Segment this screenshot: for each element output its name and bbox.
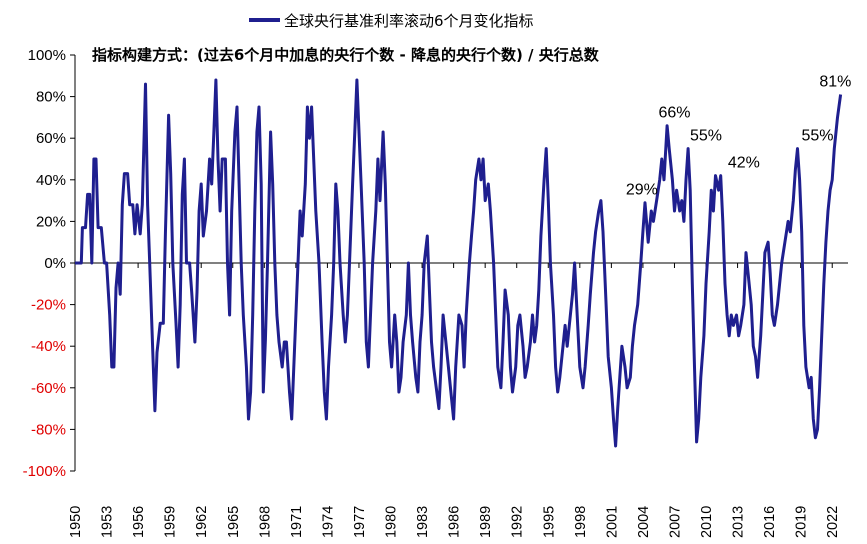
x-tick-label: 2010: [699, 506, 715, 538]
series-layer: [75, 78, 843, 448]
y-tick-label: -100%: [23, 463, 66, 480]
series-line: [75, 78, 843, 448]
annotation-label: 55%: [801, 128, 833, 145]
x-tick-label: 1956: [131, 506, 147, 538]
annotation-label: 42%: [728, 155, 760, 172]
x-tick-label: 1962: [194, 506, 210, 538]
x-tick-label: 1989: [478, 506, 494, 538]
y-tick-label: 60%: [36, 130, 66, 147]
x-tick-label: 2016: [762, 506, 778, 538]
axes: [70, 54, 848, 472]
y-tick-label: 100%: [28, 47, 66, 64]
x-tick-label: 2001: [604, 506, 620, 538]
x-tick-label: 1968: [257, 506, 273, 538]
y-tick-label: 0%: [44, 255, 66, 272]
x-tick-label: 1971: [289, 506, 305, 538]
x-tick-label: 1950: [68, 506, 84, 538]
y-axis-tick-labels: 100% 80% 60% 40% 20% 0% -20% -40% -60% -80% -100%: [23, 47, 66, 480]
x-tick-label: 1959: [163, 506, 179, 538]
y-tick-label: -20%: [31, 297, 66, 314]
x-tick-label: 2022: [825, 506, 841, 538]
x-tick-label: 2013: [731, 506, 747, 538]
y-tick-label: 20%: [36, 213, 66, 230]
x-tick-label: 1986: [447, 506, 463, 538]
annotation-label: 66%: [658, 105, 690, 122]
y-tick-label: 80%: [36, 89, 66, 106]
annotations: 29%66%55%42%55%81%: [626, 74, 852, 199]
x-tick-label: 1983: [415, 506, 431, 538]
x-tick-label: 1974: [320, 506, 336, 538]
annotation-label: 81%: [819, 74, 851, 91]
annotation-label: 55%: [690, 128, 722, 145]
x-tick-label: 1965: [226, 506, 242, 538]
x-tick-label: 1992: [510, 506, 526, 538]
x-tick-label: 2007: [667, 506, 683, 538]
x-tick-label: 1977: [352, 506, 368, 538]
x-axis-tick-labels: 1950 1953 1956 1959 1962 1965 1968 1971 1974 1977…: [68, 506, 841, 538]
y-tick-label: -60%: [31, 380, 66, 397]
legend-label: 全球央行基准利率滚动6个月变化指标: [284, 12, 534, 30]
x-tick-label: 1995: [541, 506, 557, 538]
x-tick-label: 1998: [573, 506, 589, 538]
x-tick-label: 1980: [384, 506, 400, 538]
x-tick-label: 1953: [100, 506, 116, 538]
chart-subtitle: 指标构建方式：(过去6个月中加息的央行个数 - 降息的央行个数) / 央行总数: [92, 46, 600, 64]
annotation-label: 29%: [626, 182, 658, 199]
y-tick-label: -80%: [31, 421, 66, 438]
y-tick-label: -40%: [31, 338, 66, 355]
legend: 全球央行基准利率滚动6个月变化指标: [249, 12, 534, 30]
x-tick-label: 2019: [794, 506, 810, 538]
x-tick-label: 2004: [636, 506, 652, 538]
y-tick-label: 40%: [36, 172, 66, 189]
